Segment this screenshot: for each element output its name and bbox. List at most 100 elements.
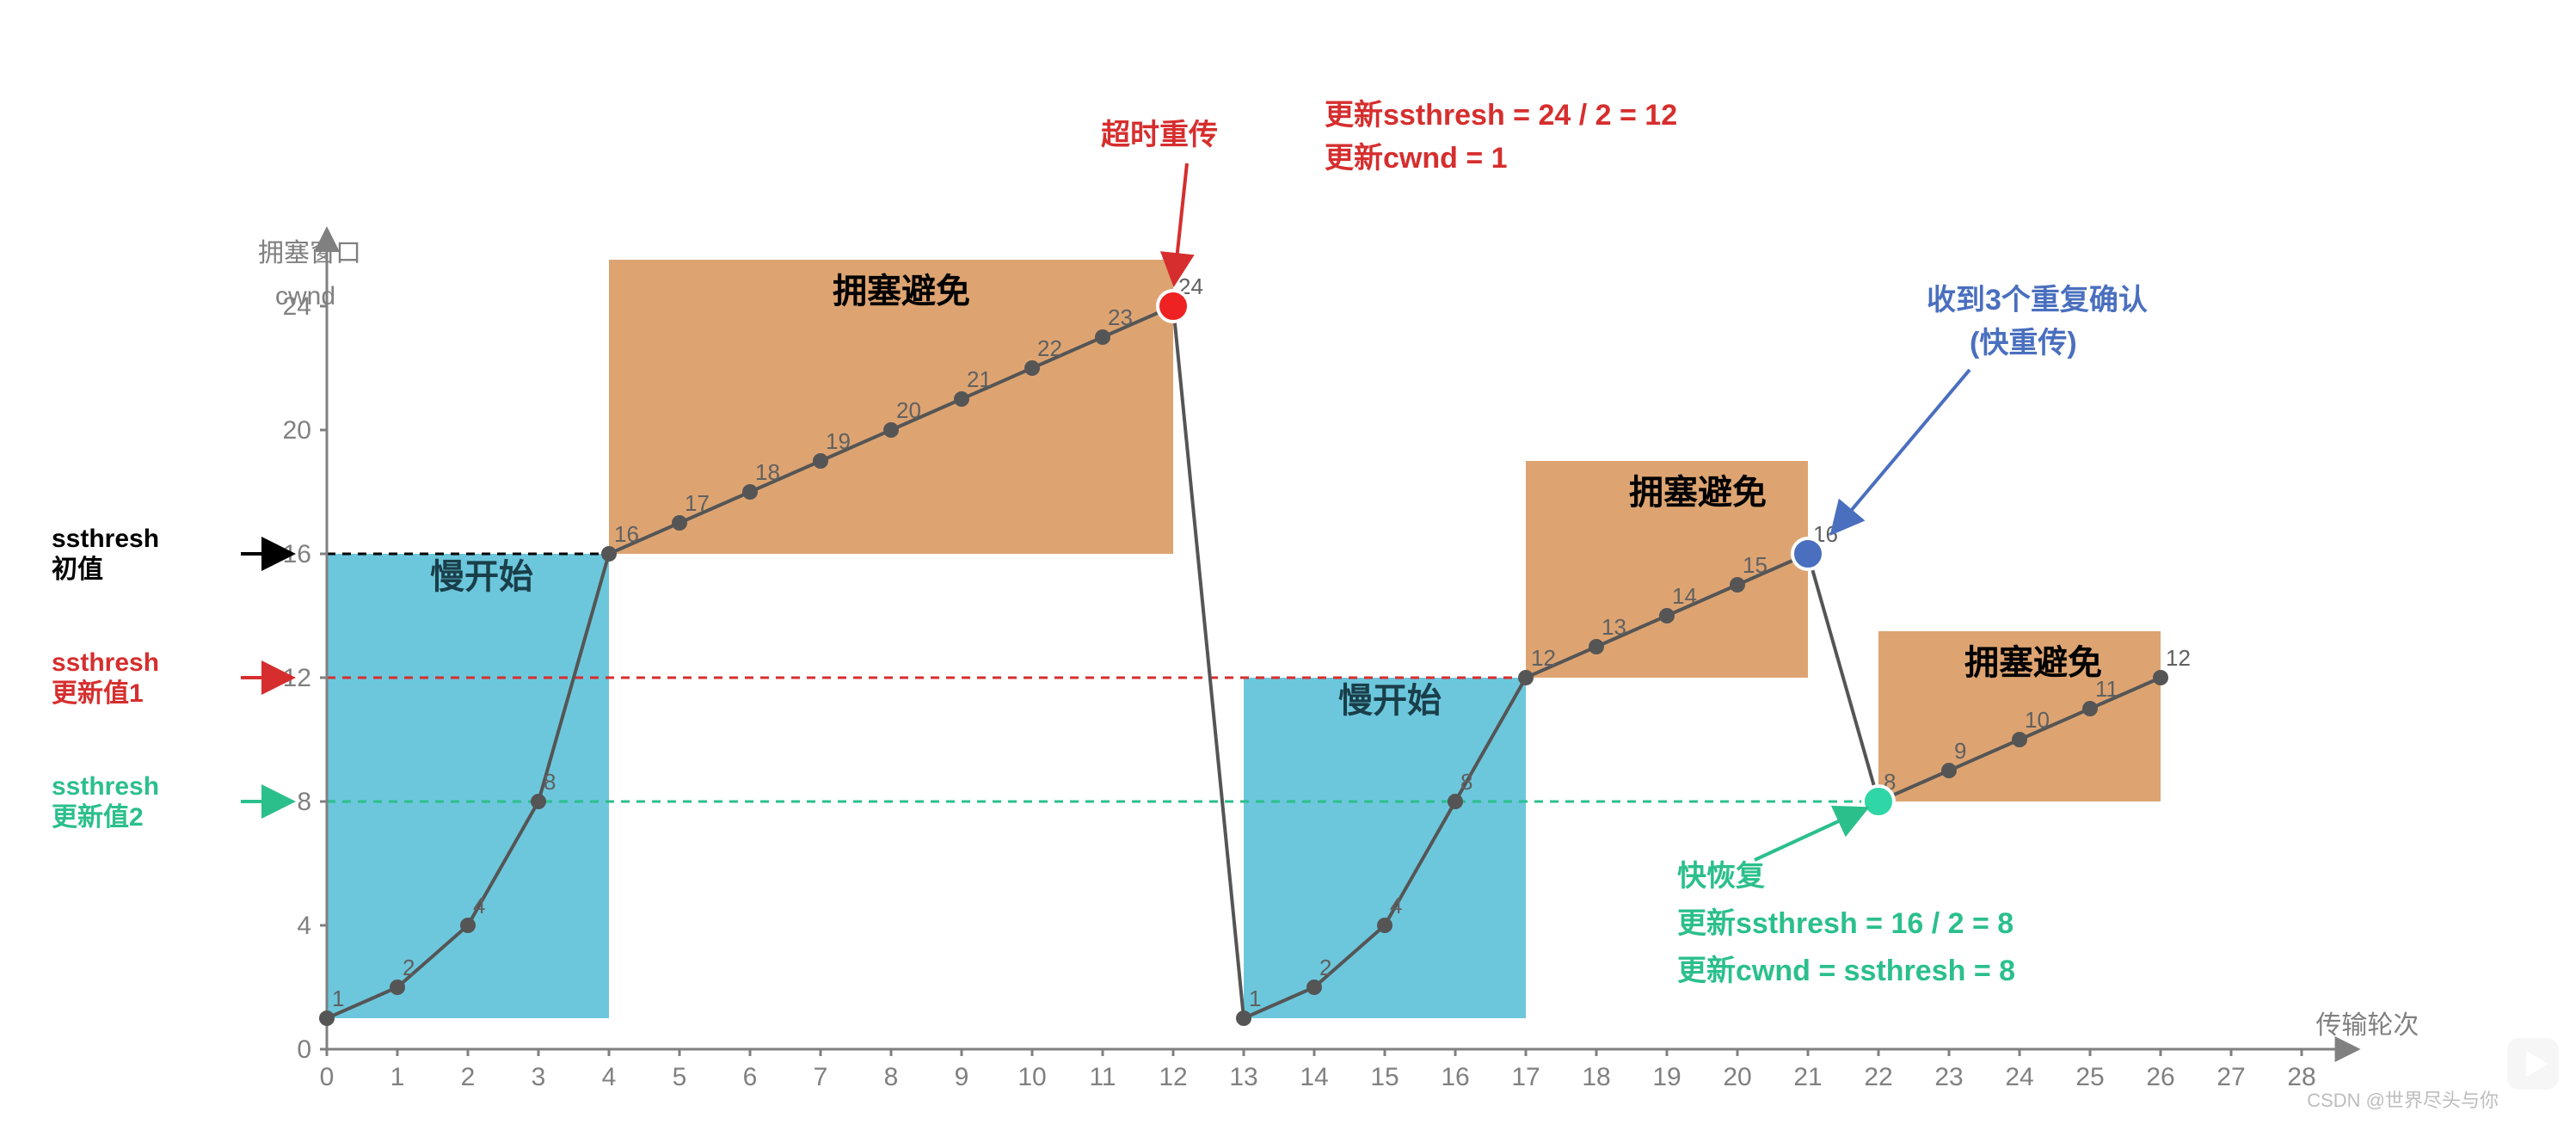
data-point-label: 16	[614, 521, 639, 547]
x-tick-label: 20	[1723, 1063, 1751, 1091]
x-tick-label: 10	[1017, 1063, 1046, 1091]
slowstart-region	[327, 554, 609, 1018]
data-point-label: 13	[1602, 614, 1626, 640]
x-tick-label: 16	[1441, 1063, 1469, 1091]
data-point-label: 15	[1743, 552, 1768, 578]
data-point	[1518, 670, 1534, 685]
callout-arrow	[1755, 808, 1866, 860]
data-point-label: 19	[826, 428, 851, 454]
timeout-point	[1158, 291, 1189, 322]
threshold-label-2: 更新值1	[52, 679, 144, 708]
data-point	[1024, 360, 1040, 376]
x-tick-label: 3	[532, 1063, 546, 1091]
callout-arrow	[1832, 370, 1970, 533]
chart-svg: 0481216202401234567891011121314151617181…	[0, 0, 2576, 1124]
y-tick-label: 8	[297, 788, 311, 816]
threshold-label: ssthresh	[52, 772, 159, 801]
callout-text: 更新cwnd = 1	[1325, 142, 1508, 175]
threshold-label: ssthresh	[52, 648, 159, 677]
data-point-label: 8	[1460, 769, 1472, 795]
data-point-label: 2	[403, 955, 415, 980]
x-tick-label: 13	[1229, 1063, 1257, 1091]
x-tick-label: 11	[1089, 1063, 1116, 1091]
x-tick-label: 17	[1511, 1063, 1540, 1091]
callout-text: 快恢复	[1677, 860, 1765, 893]
x-tick-label: 15	[1370, 1063, 1399, 1091]
region-label: 拥塞避免	[1964, 644, 2102, 682]
regions	[327, 260, 2161, 1018]
data-point	[319, 1010, 335, 1026]
data-point	[1589, 639, 1604, 654]
callout-arrow	[1174, 163, 1187, 284]
data-point	[1448, 794, 1463, 809]
data-point-label: 18	[755, 459, 780, 485]
x-tick-label: 28	[2287, 1063, 2315, 1091]
data-point-label: 12	[1531, 645, 1556, 671]
y-tick-label: 0	[297, 1035, 311, 1064]
callout-text: 超时重传	[1101, 119, 1218, 151]
slowstart-region	[1244, 678, 1526, 1018]
region-label: 慢开始	[1338, 682, 1442, 720]
x-tick-label: 14	[1300, 1063, 1328, 1091]
data-point-label: 20	[896, 397, 921, 423]
data-point	[460, 918, 476, 933]
x-tick-label: 26	[2146, 1063, 2174, 1091]
callout-text: 更新ssthresh = 24 / 2 = 12	[1325, 99, 1677, 132]
data-point-label: 12	[2166, 645, 2191, 671]
x-tick-label: 8	[884, 1063, 899, 1091]
y-axis-title-2: cwnd	[275, 282, 335, 310]
y-tick-label: 20	[283, 416, 311, 445]
threshold-label: ssthresh	[52, 525, 159, 553]
data-point	[1730, 577, 1745, 593]
x-tick-label: 18	[1582, 1063, 1610, 1091]
x-tick-label: 22	[1864, 1063, 1892, 1091]
x-tick-label: 0	[320, 1063, 335, 1091]
callout-text: 更新cwnd = ssthresh = 8	[1677, 955, 2015, 987]
threshold-labels: ssthresh初值ssthresh更新值1ssthresh更新值2	[52, 525, 159, 832]
region-label: 拥塞避免	[1629, 474, 1767, 512]
data-point	[1095, 329, 1110, 345]
data-point	[2153, 670, 2168, 685]
data-point	[2012, 732, 2027, 747]
region-label: 慢开始	[430, 558, 533, 596]
data-point-label: 17	[685, 490, 710, 516]
data-point	[390, 980, 405, 995]
watermark: CSDN @世界尽头与你	[2307, 1090, 2499, 1111]
x-tick-label: 7	[814, 1063, 828, 1091]
data-point	[1659, 608, 1675, 623]
x-tick-label: 4	[602, 1063, 617, 1091]
data-point-label: 4	[1390, 893, 1402, 918]
data-point-label: 9	[1954, 738, 1966, 764]
x-tick-label: 19	[1652, 1063, 1681, 1091]
play-icon	[2507, 1038, 2559, 1090]
data-point	[883, 422, 899, 438]
y-axis-title: 拥塞窗口	[258, 239, 361, 267]
x-tick-label: 24	[2005, 1063, 2033, 1091]
data-point	[1377, 918, 1393, 933]
data-point-label: 2	[1319, 955, 1331, 980]
chart-container: 0481216202401234567891011121314151617181…	[0, 0, 2576, 1124]
data-point-label: 1	[332, 986, 344, 1011]
x-tick-label: 12	[1159, 1063, 1187, 1091]
data-point	[531, 794, 546, 809]
data-point	[672, 515, 687, 531]
data-point	[2082, 701, 2098, 716]
y-tick-label: 4	[297, 912, 311, 940]
data-point-label: 23	[1108, 304, 1133, 330]
data-point	[1941, 763, 1957, 778]
callout-text: (快重传)	[1970, 327, 2077, 359]
x-tick-label: 21	[1793, 1063, 1822, 1091]
data-point	[813, 453, 828, 469]
x-tick-label: 25	[2075, 1063, 2104, 1091]
x-tick-label: 23	[1934, 1063, 1963, 1091]
data-point-label: 21	[967, 366, 992, 392]
callout-text: 更新ssthresh = 16 / 2 = 8	[1677, 907, 2013, 940]
x-axis-title: 传输轮次	[2315, 1011, 2419, 1040]
data-point	[954, 391, 969, 407]
triple-ack-point	[1792, 538, 1823, 569]
fast-recovery-point	[1863, 786, 1894, 817]
data-point	[1306, 980, 1322, 995]
region-label: 拥塞避免	[833, 273, 970, 310]
data-point-label: 8	[544, 769, 556, 795]
data-point-label: 1	[1249, 986, 1261, 1011]
